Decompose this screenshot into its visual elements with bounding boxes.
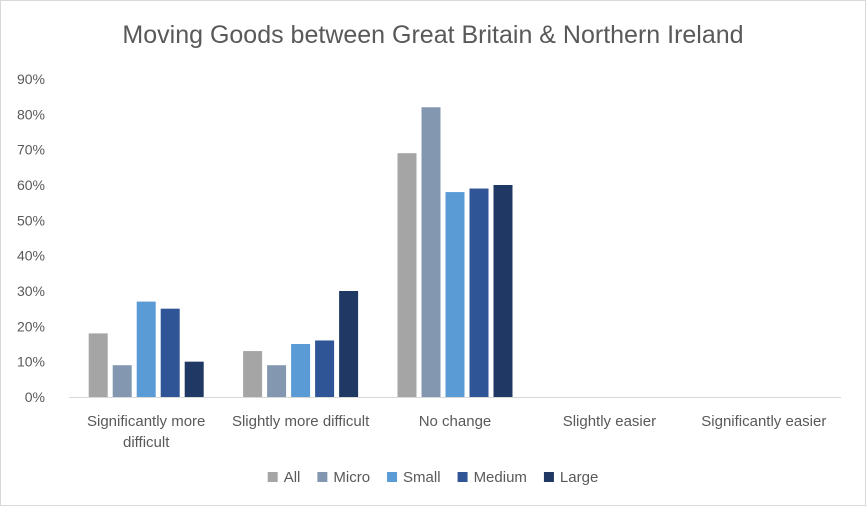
y-tick-label: 40% [17,248,45,264]
chart-title: Moving Goods between Great Britain & Nor… [122,21,743,49]
y-tick-label: 20% [17,318,45,334]
legend-label: Medium [474,469,527,486]
legend-swatch [267,472,278,482]
bar [421,107,441,398]
x-category-label: difficult [123,434,170,451]
y-tick-label: 90% [17,71,45,87]
legend-swatch [543,472,554,482]
x-category-label: Slightly easier [563,413,656,430]
y-tick-label: 50% [17,212,45,228]
legend-label: Large [560,469,598,486]
bar [291,344,311,397]
bar [136,301,156,397]
y-tick-label: 10% [17,354,45,370]
bar [339,291,359,397]
bar [267,365,287,397]
y-tick-label: 60% [17,177,45,193]
legend-swatch [457,472,468,482]
y-tick-label: 30% [17,283,45,299]
bar [397,153,417,397]
y-tick-label: 70% [17,142,45,158]
y-tick-label: 0% [25,389,45,405]
x-category-label: Slightly more difficult [232,413,370,430]
bar [184,361,204,397]
x-category-label: No change [419,413,492,430]
bar [88,333,108,397]
legend-label: Micro [333,469,370,486]
chart-legend: All Micro Small Medium Large [267,469,598,486]
x-category-label: Significantly more [87,413,205,430]
bar [315,340,335,397]
y-axis-ticks: 0% 10% 20% 30% 40% 50% 60% 70% 80% 90% [17,71,45,405]
legend-label: Small [403,469,441,486]
bar [469,188,489,397]
legend-label: All [284,469,301,486]
bar [112,365,132,397]
x-category-label: Significantly easier [701,413,826,430]
bar [160,308,180,397]
legend-swatch [317,472,328,482]
category-labels: Significantly more difficult Slightly more… [87,413,826,451]
bar [445,192,465,397]
bar [493,185,513,397]
y-tick-label: 80% [17,106,45,122]
bar [243,351,263,397]
bar-marks [88,107,513,398]
legend-swatch [387,472,398,482]
